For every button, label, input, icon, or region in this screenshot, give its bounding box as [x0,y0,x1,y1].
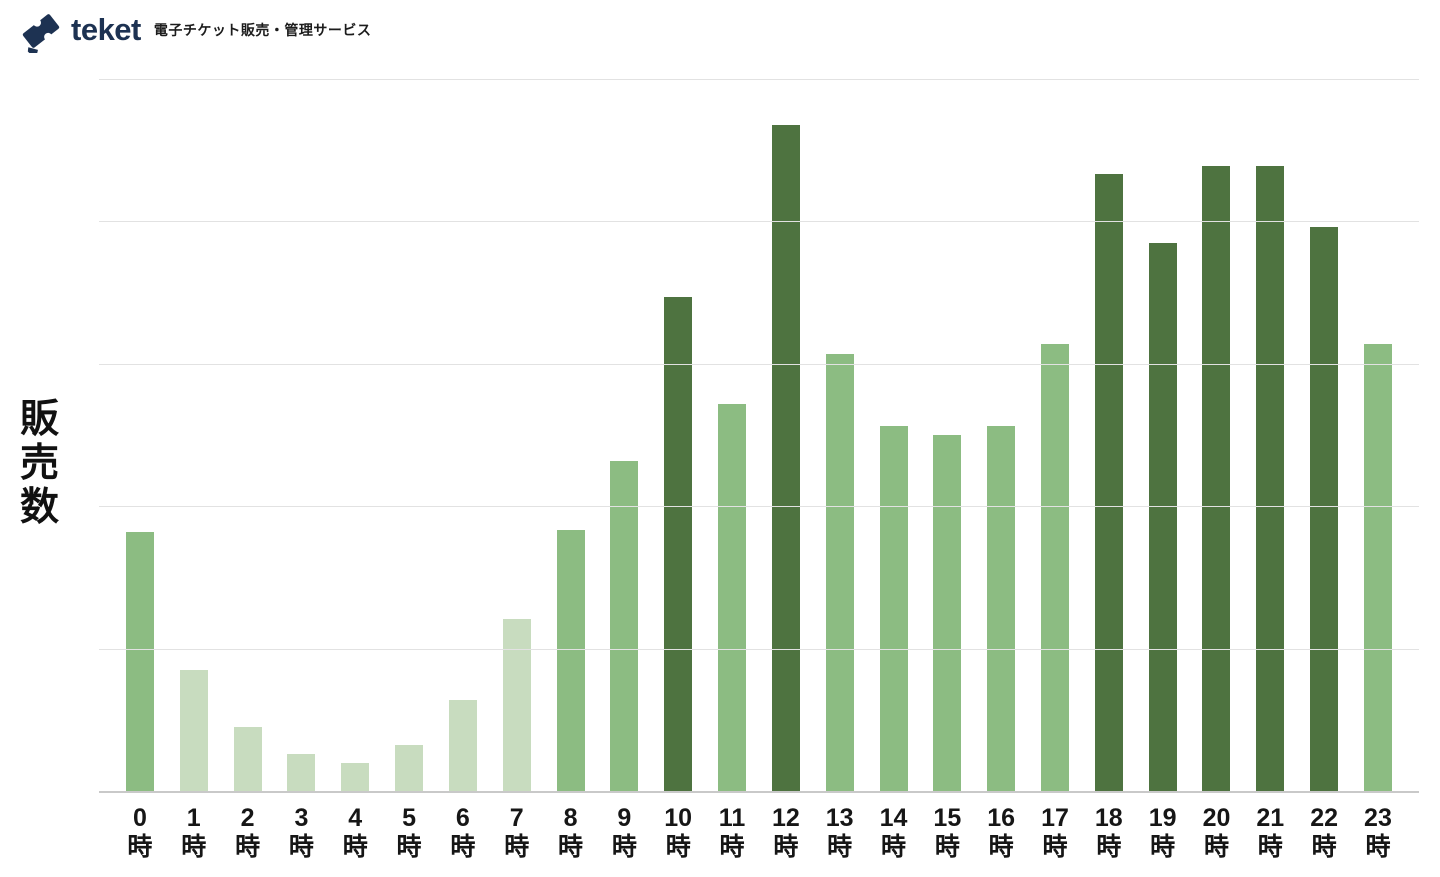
bar-column: 20 時 [1190,79,1244,861]
x-tick-label: 18 時 [1094,804,1123,861]
bar-column: 23 時 [1351,79,1405,861]
bar-21h[interactable] [1256,165,1285,791]
bar-column: 4 時 [328,79,382,861]
x-tick-label: 14 時 [879,804,908,861]
bar-chart-plot-area: 0 時 1 時 2 時 3 時 4 時 5 時 6 時 7 時 8 時 9 時 10 時 11 時 12… [99,79,1419,861]
bar-17h[interactable] [1040,343,1069,791]
gridline [99,506,1419,508]
x-tick-label: 2 時 [235,804,261,861]
x-tick-label: 4 時 [342,804,368,861]
x-tick-label: 22 時 [1310,804,1339,861]
bar-column: 8 時 [544,79,598,861]
x-tick-label: 0 時 [127,804,153,861]
x-tick-label: 3 時 [288,804,314,861]
x-tick-label: 8 時 [558,804,584,861]
x-tick-label: 19 時 [1148,804,1177,861]
x-tick-label: 11 時 [718,804,746,861]
bar-14h[interactable] [879,426,908,791]
bar-5h[interactable] [395,745,424,791]
bar-3h[interactable] [287,753,316,791]
bar-column: 9 時 [597,79,651,861]
gridline [99,221,1419,223]
gridline [99,648,1419,650]
x-tick-label: 21 時 [1256,804,1285,861]
brand-wordmark[interactable]: teket [71,11,141,47]
y-axis-label-char: 販 [20,398,60,441]
bar-15h[interactable] [933,435,962,791]
brand-tagline: 電子チケット販売・管理サービス [153,22,372,38]
gridline [99,363,1419,365]
bar-column: 6 時 [436,79,490,861]
bar-column: 21 時 [1243,79,1297,861]
x-tick-label: 15 時 [933,804,962,861]
y-axis-label: 販売数 [20,398,59,530]
bar-4h[interactable] [341,762,370,791]
bar-column: 17 時 [1028,79,1082,861]
y-axis-label-char: 数 [20,486,60,529]
bar-column: 13 時 [813,79,867,861]
bar-23h[interactable] [1363,343,1392,791]
x-tick-label: 12 時 [771,804,800,861]
bar-11h[interactable] [718,403,747,791]
bar-column: 0 時 [113,79,167,861]
bar-column: 2 時 [221,79,275,861]
bars-row: 0 時 1 時 2 時 3 時 4 時 5 時 6 時 7 時 8 時 9 時 10 時 11 時 12… [113,79,1405,861]
bar-column: 15 時 [920,79,974,861]
x-tick-label: 20 時 [1202,804,1231,861]
bar-0h[interactable] [125,531,154,791]
bar-column: 1 時 [167,79,221,861]
bar-2h[interactable] [233,726,262,791]
bar-column: 14 時 [867,79,921,861]
bar-column: 18 時 [1082,79,1136,861]
bar-6h[interactable] [448,699,477,791]
bar-22h[interactable] [1310,227,1339,791]
bar-13h[interactable] [825,353,854,791]
bar-7h[interactable] [502,618,531,791]
bar-18h[interactable] [1094,174,1123,791]
x-tick-label: 16 時 [987,804,1016,861]
x-tick-label: 13 時 [825,804,854,861]
bar-column: 16 時 [974,79,1028,861]
teket-ticket-logo-icon[interactable] [20,9,62,58]
x-tick-label: 10 時 [664,804,693,861]
bar-column: 22 時 [1297,79,1351,861]
x-tick-label: 5 時 [396,804,422,861]
bar-19h[interactable] [1148,242,1177,791]
x-tick-label: 7 時 [504,804,530,861]
x-tick-label: 6 時 [450,804,476,861]
bar-column: 7 時 [490,79,544,861]
bar-20h[interactable] [1202,165,1231,791]
y-axis-label-char: 売 [20,442,60,485]
bar-column: 19 時 [1136,79,1190,861]
header: teket 電子チケット販売・管理サービス [20,8,372,58]
bar-10h[interactable] [664,296,693,791]
x-tick-label: 9 時 [611,804,637,861]
x-tick-label: 1 時 [181,804,207,861]
bar-16h[interactable] [987,426,1016,791]
x-tick-label: 17 時 [1041,804,1069,861]
bar-column: 3 時 [274,79,328,861]
bar-9h[interactable] [610,460,639,791]
bar-12h[interactable] [771,124,800,791]
bar-column: 12 時 [759,79,813,861]
bar-column: 5 時 [382,79,436,861]
bar-column: 10 時 [651,79,705,861]
bar-column: 11 時 [705,79,759,861]
bar-1h[interactable] [179,669,208,791]
gridline [99,79,1419,80]
bar-8h[interactable] [556,530,585,791]
x-tick-label: 23 時 [1364,804,1392,861]
